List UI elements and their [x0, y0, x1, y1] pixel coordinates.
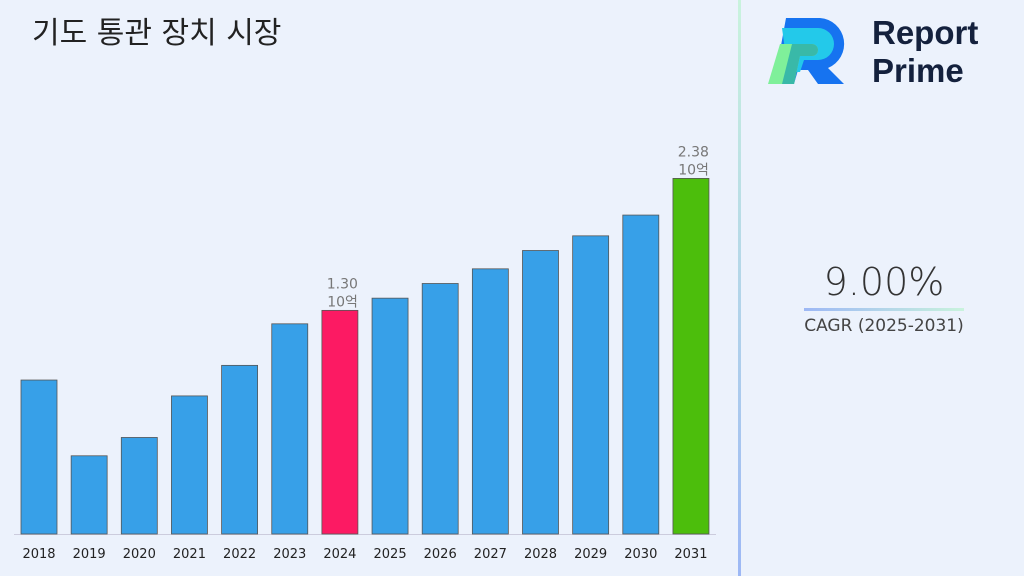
x-tick-2022: 2022	[223, 547, 256, 562]
x-tick-2026: 2026	[424, 547, 457, 562]
x-tick-2027: 2027	[474, 547, 507, 562]
logo-text-line2: Prime	[872, 52, 964, 89]
data-label-unit-2024: 10억	[327, 294, 358, 310]
bar-2031	[672, 178, 710, 535]
x-tick-2019: 2019	[73, 547, 106, 562]
x-tick-2029: 2029	[574, 547, 607, 562]
bar-2028	[522, 250, 559, 535]
data-label-value-2024: 1.30	[327, 276, 358, 292]
bar-2022	[221, 364, 259, 535]
bar-2025	[371, 297, 409, 535]
bar-2030	[622, 214, 660, 535]
bar-2024	[321, 309, 359, 535]
bar-2020	[120, 437, 158, 535]
x-tick-2025: 2025	[374, 547, 407, 562]
x-tick-2023: 2023	[273, 547, 306, 562]
bar-2027	[471, 268, 509, 535]
x-tick-2024: 2024	[323, 547, 356, 562]
x-tick-2020: 2020	[123, 547, 156, 562]
data-label-unit-2031: 10억	[678, 162, 709, 178]
x-tick-2021: 2021	[173, 547, 206, 562]
data-label-value-2031: 2.38	[678, 144, 709, 160]
x-tick-2030: 2030	[624, 547, 657, 562]
cagr-label: CAGR (2025-2031)	[804, 316, 964, 336]
bar-2023	[271, 323, 309, 535]
x-tick-2018: 2018	[22, 547, 55, 562]
bar-chart: 2018 2019 2020 2021 2022 2023 2024 1.30 10억 2025 2…	[14, 144, 716, 562]
x-tick-2028: 2028	[524, 547, 557, 562]
bar-2018	[20, 379, 58, 535]
logo-text-line1: Report	[872, 14, 979, 51]
bar-2029	[572, 235, 610, 535]
chart-title: 기도 통관 장치 시장	[32, 16, 282, 51]
bar-2021	[171, 395, 208, 535]
bar-2019	[70, 455, 108, 535]
bar-2026	[421, 283, 459, 535]
cagr-value: 9.00%	[823, 260, 945, 304]
x-tick-2031: 2031	[674, 547, 707, 562]
divider	[738, 0, 741, 576]
report-prime-logo-icon	[768, 18, 845, 84]
cagr-underline	[804, 308, 964, 311]
